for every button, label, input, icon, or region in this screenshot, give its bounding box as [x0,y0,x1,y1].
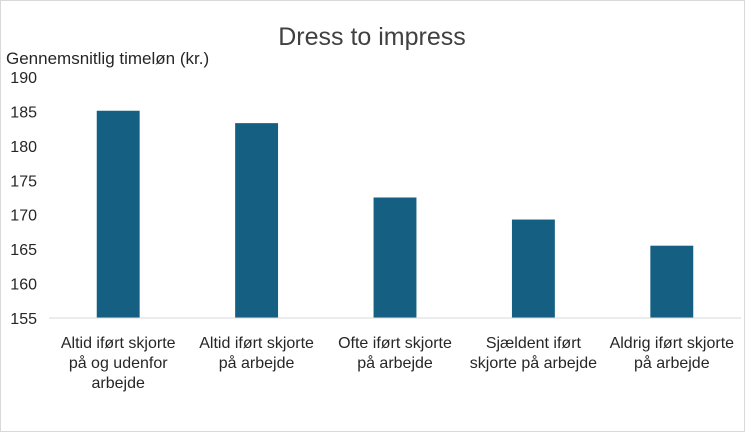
category-label-line: skjorte på arbejde [470,354,597,372]
y-axis-ticks: 155 160 165 170 175 180 185 190 [10,70,37,328]
y-tick-label: 155 [10,311,37,328]
category-labels: Altid iført skjorte på og udenfor arbejdeA… [61,335,734,392]
bar [96,110,140,319]
category-label-line: arbejde [92,375,145,392]
category-label-line: Altid iført skjorte [199,335,314,352]
category-label-line: på arbejde [219,354,295,372]
category-label: Aldrig iført skjorte på arbejde [610,335,735,372]
category-label-line: på og udenfor [69,354,168,372]
y-tick-label: 170 [10,208,37,225]
y-tick-label: 180 [10,139,37,156]
category-label-line: på arbejde [357,354,433,372]
category-label: Ofte iført skjorte på arbejde [338,335,452,372]
chart-title: Dress to impress [278,23,466,51]
bars [96,110,694,319]
category-label: Altid iført skjorte på og udenfor arbejde [61,335,176,392]
category-label: Sjældent iført skjorte på arbejde [470,335,597,372]
bar [235,123,279,319]
bar [511,219,555,318]
category-label: Altid iført skjorte på arbejde [199,335,314,372]
category-label-line: på arbejde [634,354,710,372]
y-tick-label: 165 [10,242,37,259]
bar [373,197,417,318]
category-label-line: Aldrig iført skjorte [610,335,735,352]
y-tick-label: 185 [10,104,37,121]
category-label-line: Altid iført skjorte [61,335,176,352]
y-tick-label: 160 [10,277,37,294]
y-tick-label: 190 [10,70,37,87]
category-label-line: Sjældent iført [486,335,582,352]
category-label-line: Ofte iført skjorte [338,335,452,352]
bar [650,245,694,318]
y-tick-label: 175 [10,173,37,190]
y-axis-label: Gennemsnitlig timeløn (kr.) [6,49,209,68]
